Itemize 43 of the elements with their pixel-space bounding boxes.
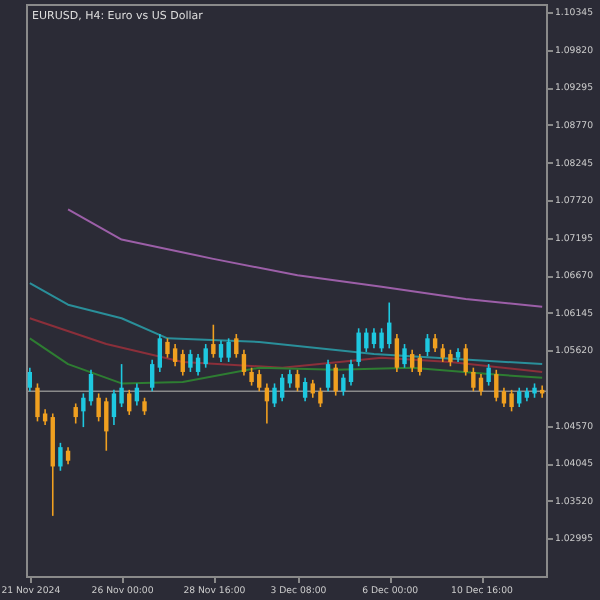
candlestick bbox=[180, 348, 185, 377]
line-series bbox=[28, 317, 544, 373]
candlestick bbox=[425, 333, 430, 358]
candlestick bbox=[471, 366, 476, 393]
candlestick bbox=[149, 359, 155, 393]
candlestick bbox=[226, 337, 231, 363]
candlestick bbox=[127, 389, 132, 416]
candlestick bbox=[463, 343, 468, 377]
candlestick bbox=[157, 333, 163, 373]
candlestick bbox=[211, 323, 216, 359]
candlestick bbox=[318, 386, 323, 408]
candlestick bbox=[88, 369, 94, 407]
candlestick bbox=[35, 382, 40, 423]
candlestick bbox=[165, 337, 170, 359]
candlestick bbox=[295, 369, 300, 393]
candlestick bbox=[257, 369, 262, 393]
candlestick bbox=[188, 348, 193, 373]
candlestick bbox=[379, 327, 384, 353]
candlestick bbox=[58, 442, 63, 472]
candlestick bbox=[409, 348, 415, 373]
candlestick bbox=[402, 343, 407, 369]
line-series bbox=[28, 282, 544, 366]
candlestick bbox=[348, 359, 354, 387]
candlestick bbox=[494, 369, 499, 403]
candlestick bbox=[96, 392, 101, 423]
candlestick bbox=[509, 389, 514, 413]
candlestick bbox=[111, 389, 117, 426]
candlestick bbox=[356, 327, 361, 368]
candlestick bbox=[203, 343, 208, 369]
candlestick bbox=[302, 376, 308, 403]
candlestick bbox=[104, 396, 109, 452]
candlestick bbox=[172, 343, 178, 368]
candlestick bbox=[73, 402, 78, 425]
candlestick bbox=[486, 363, 491, 387]
candlestick bbox=[241, 348, 247, 377]
candlestick bbox=[394, 333, 400, 373]
line-series bbox=[67, 208, 544, 308]
candlestick bbox=[27, 366, 33, 393]
candlestick bbox=[234, 333, 239, 359]
candlestick bbox=[218, 339, 224, 363]
candlestick bbox=[272, 382, 277, 408]
candlestick bbox=[325, 359, 331, 393]
candlestick bbox=[279, 373, 285, 403]
